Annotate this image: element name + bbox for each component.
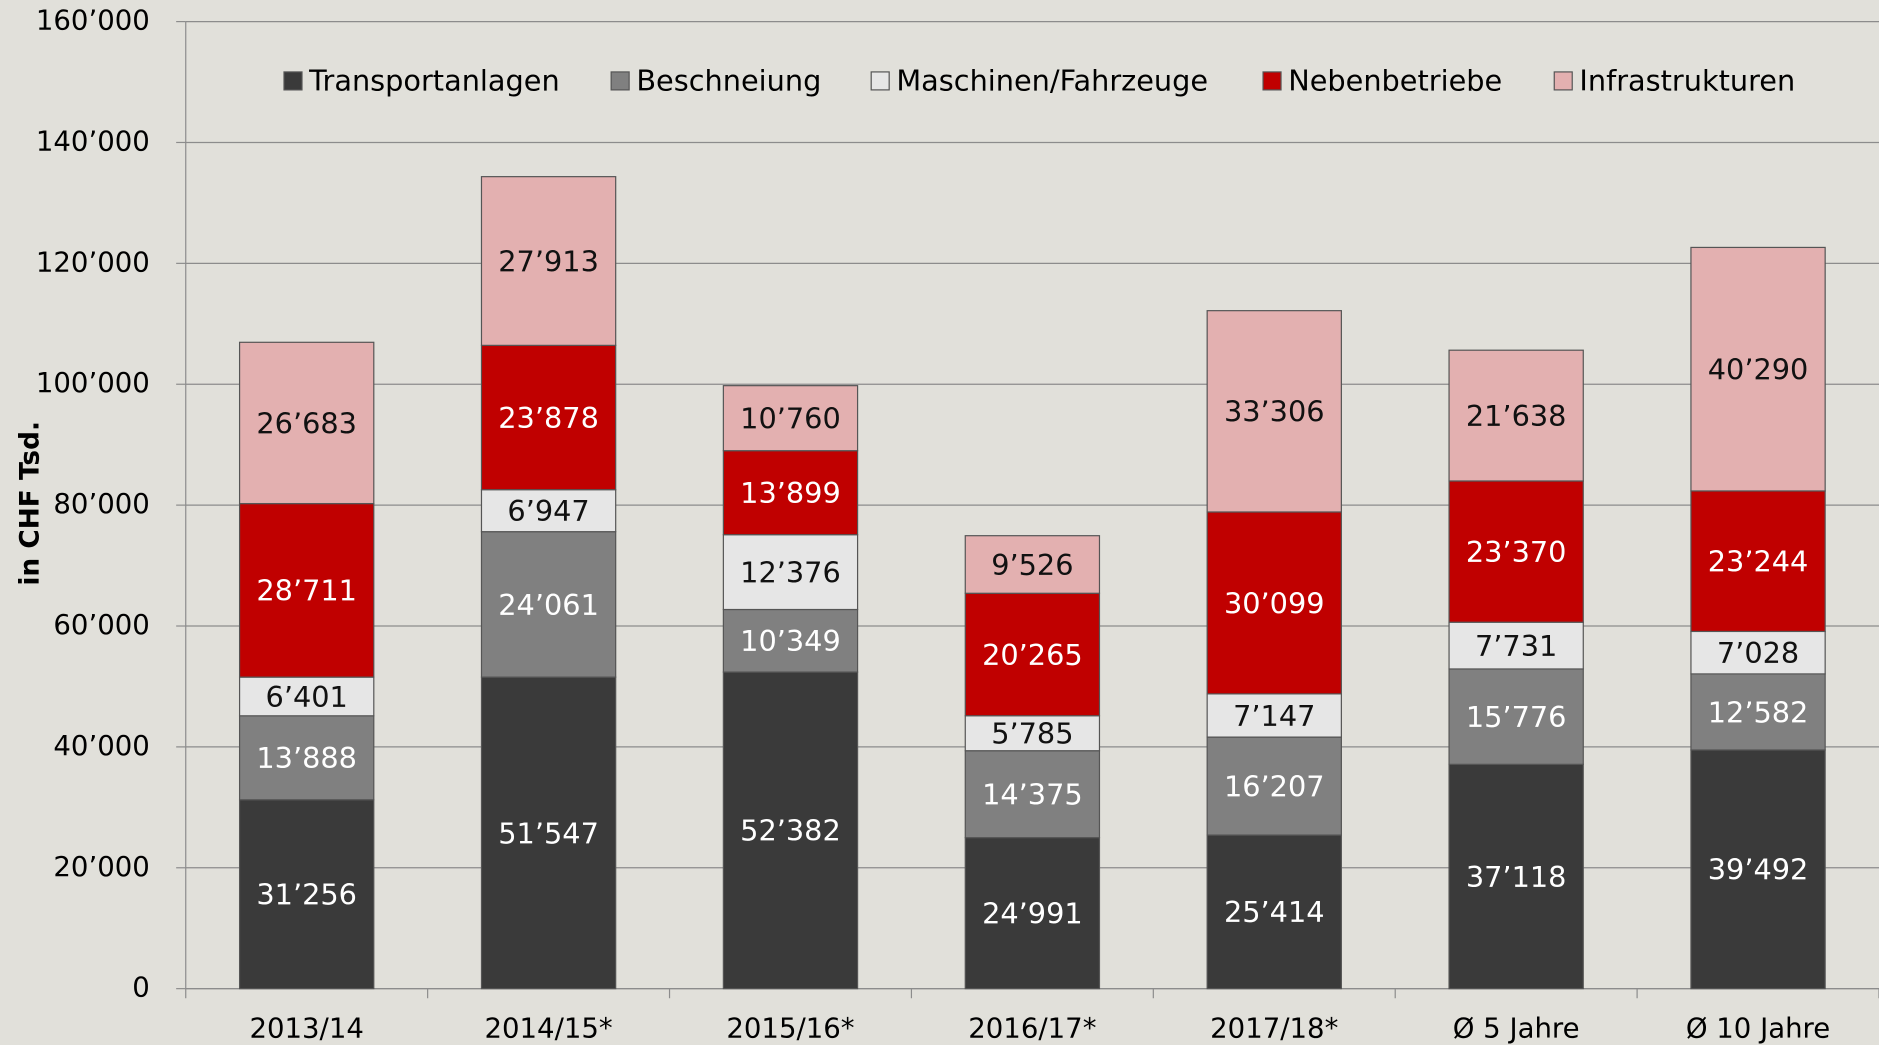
bar-segment — [480, 489, 617, 533]
data-label: 24’061 — [498, 588, 599, 622]
bar-segment — [480, 531, 617, 678]
bar-segment — [238, 676, 375, 717]
data-label: 7’147 — [1233, 699, 1315, 733]
bar-segment — [1448, 763, 1584, 990]
data-label: 12’582 — [1708, 695, 1809, 729]
bar-segment — [238, 715, 375, 801]
data-label: 12’376 — [740, 555, 841, 589]
x-tick-label: Ø 5 Jahre — [1453, 1012, 1580, 1044]
data-label: 15’776 — [1466, 700, 1567, 734]
bar-segment — [1690, 630, 1826, 675]
data-label: 23’878 — [498, 401, 599, 435]
y-tick-label: 20’000 — [53, 851, 149, 883]
data-label: 31’256 — [256, 878, 357, 912]
bar-segment — [1690, 246, 1826, 492]
bar-segment — [1206, 310, 1342, 513]
bar-segment — [722, 385, 859, 452]
y-tick-label: 100’000 — [36, 367, 150, 399]
data-label: 52’382 — [740, 814, 841, 848]
x-tick-label: 2016/17* — [968, 1012, 1096, 1044]
bar-segment — [238, 799, 375, 990]
data-label: 6’401 — [266, 680, 348, 714]
x-tick-label: 2017/18* — [1210, 1012, 1338, 1044]
data-label: 27’913 — [498, 244, 599, 278]
data-label: 10’760 — [740, 402, 841, 436]
y-axis-label: in CHF Tsd. — [16, 421, 46, 586]
y-tick-label: 140’000 — [36, 125, 150, 157]
data-label: 13’899 — [740, 476, 841, 510]
legend-label: Transportanlagen — [308, 64, 560, 98]
bar-segment — [1206, 736, 1342, 836]
data-label: 23’370 — [1466, 535, 1567, 569]
data-label: 25’414 — [1224, 895, 1325, 929]
bar-segment — [964, 750, 1101, 839]
data-label: 30’099 — [1224, 586, 1325, 620]
legend-label: Infrastrukturen — [1579, 64, 1795, 98]
data-label: 23’244 — [1708, 545, 1809, 579]
bar-segment — [1206, 511, 1342, 695]
bar-segment — [238, 502, 375, 678]
bar-segment — [1448, 349, 1584, 482]
bar-segment — [1690, 673, 1826, 751]
data-label: 9’526 — [991, 548, 1073, 582]
x-tick-label: 2015/16* — [726, 1012, 854, 1044]
legend-label: Beschneiung — [636, 64, 821, 98]
legend-swatch — [1553, 71, 1573, 91]
data-label: 51’547 — [498, 816, 599, 850]
bar-segment — [964, 837, 1101, 990]
y-tick-label: 60’000 — [53, 609, 149, 641]
y-tick-label: 120’000 — [36, 246, 150, 278]
bar-segment — [1206, 693, 1342, 738]
bar-segment — [480, 676, 617, 990]
data-label: 6’947 — [507, 494, 589, 528]
data-label: 39’492 — [1708, 853, 1809, 887]
bar-segment — [1690, 490, 1826, 633]
bar-segment — [722, 450, 859, 536]
y-tick-label: 0 — [132, 972, 150, 1004]
data-label: 10’349 — [740, 624, 841, 658]
data-label: 37’118 — [1466, 860, 1567, 894]
data-label: 28’711 — [256, 574, 357, 608]
data-label: 40’290 — [1708, 353, 1809, 387]
bar-segment — [722, 608, 859, 673]
y-tick-label: 40’000 — [53, 730, 149, 762]
legend-swatch — [610, 71, 630, 91]
data-label: 14’375 — [982, 778, 1083, 812]
bar-segment — [722, 671, 859, 990]
x-tick-label: 2014/15* — [484, 1012, 612, 1044]
bar-segment — [480, 344, 617, 491]
y-tick-label: 160’000 — [36, 5, 150, 37]
bar-segment — [238, 341, 375, 505]
data-label: 24’991 — [982, 897, 1083, 931]
bar-segment — [1448, 480, 1584, 623]
x-tick-label: 2013/14 — [249, 1012, 363, 1044]
data-label: 7’028 — [1717, 636, 1799, 670]
data-label: 13’888 — [256, 741, 357, 775]
legend-swatch — [870, 71, 890, 91]
legend-swatch — [283, 71, 303, 91]
y-tick-label: 80’000 — [53, 488, 149, 520]
bar-segment — [1690, 749, 1826, 990]
legend-label: Nebenbetriebe — [1288, 64, 1502, 98]
legend-swatch — [1262, 71, 1282, 91]
bar-segment — [722, 534, 859, 611]
legend-label: Maschinen/Fahrzeuge — [896, 64, 1208, 98]
data-label: 7’731 — [1475, 629, 1557, 663]
data-label: 33’306 — [1224, 395, 1325, 429]
data-label: 16’207 — [1224, 769, 1325, 803]
data-label: 26’683 — [256, 406, 357, 440]
data-label: 5’785 — [991, 717, 1073, 751]
bar-segment — [1206, 834, 1342, 990]
x-tick-label: Ø 10 Jahre — [1686, 1012, 1830, 1044]
bar-segment — [480, 176, 617, 346]
data-label: 21’638 — [1466, 399, 1567, 433]
bar-segment — [964, 535, 1101, 594]
data-label: 20’265 — [982, 638, 1083, 672]
bar-segment — [964, 592, 1101, 717]
